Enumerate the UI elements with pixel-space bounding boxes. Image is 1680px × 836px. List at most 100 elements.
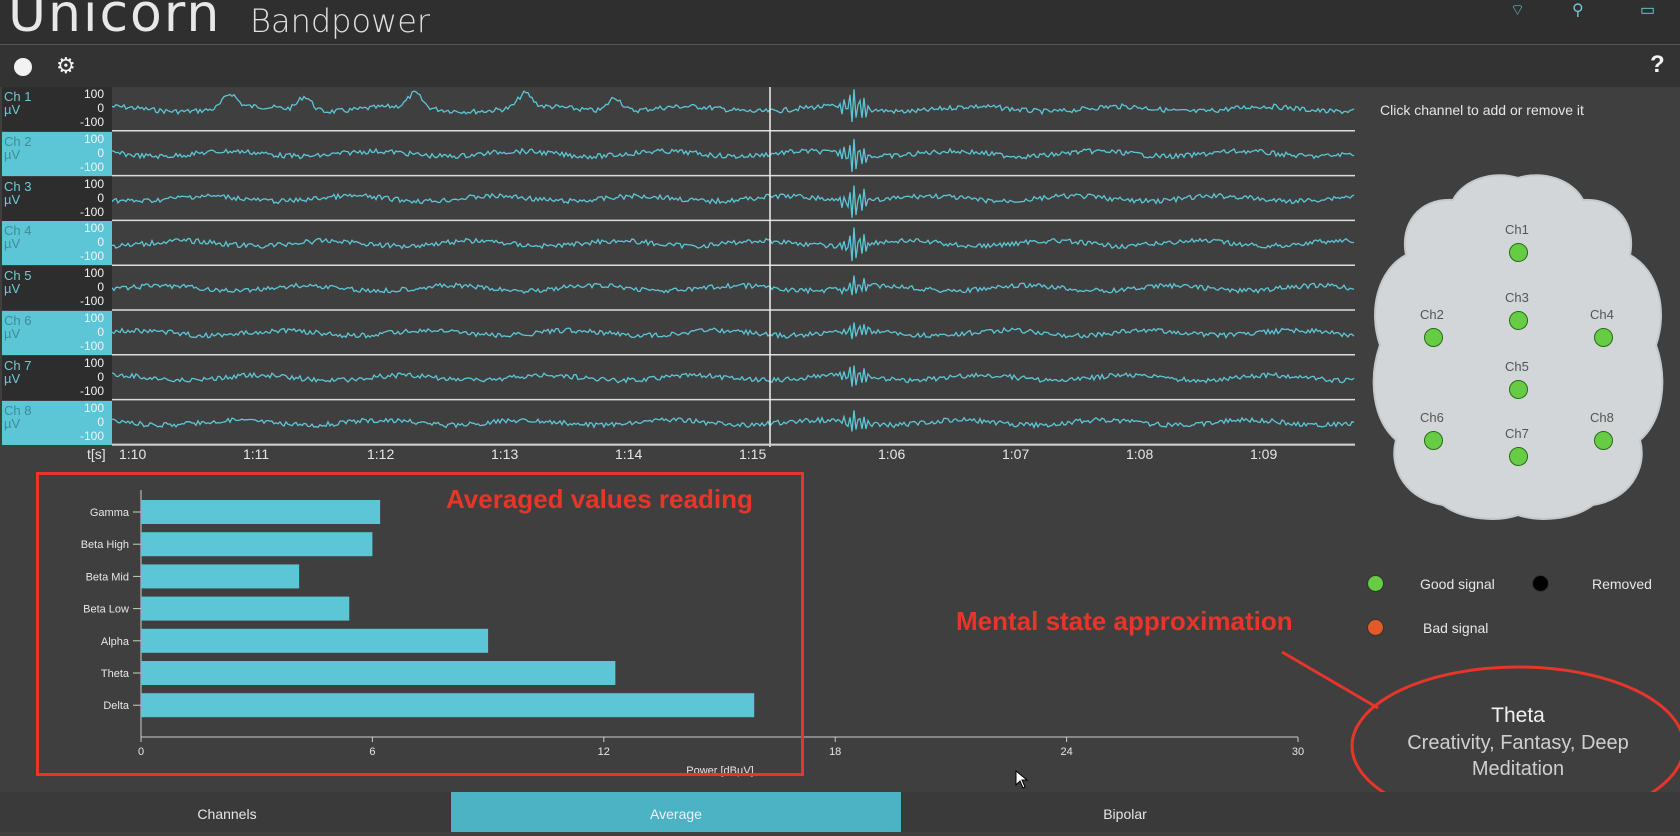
channel-label-5[interactable]: Ch 5 µV 100 0 -100 <box>2 266 112 311</box>
time-tick: 1:15 <box>739 446 767 462</box>
electrode-ch5[interactable] <box>1509 380 1528 399</box>
bad-signal-dot-icon <box>1367 619 1384 636</box>
time-tick: 1:12 <box>367 446 395 462</box>
bar-category-label: Beta Mid <box>86 571 129 583</box>
eeg-trace-ch4 <box>111 227 1354 262</box>
device-icon[interactable]: ▭ <box>1640 2 1656 19</box>
electrode-label-ch6: Ch6 <box>1420 410 1444 425</box>
bar-beta-high <box>141 532 373 557</box>
channel-scale-top: 100 <box>83 131 104 146</box>
legend-bad-label: Bad signal <box>1423 620 1489 636</box>
channel-label-1[interactable]: Ch 1 µV 100 0 -100 <box>2 87 112 131</box>
channel-scale-bottom: -100 <box>79 339 104 353</box>
channel-label-3[interactable]: Ch 3 µV 100 0 -100 <box>2 176 112 221</box>
time-tick: 1:13 <box>491 446 519 462</box>
electrode-label-ch3: Ch3 <box>1505 290 1529 305</box>
channel-scale-top: 100 <box>83 176 104 191</box>
channel-scale-bottom: -100 <box>79 383 104 398</box>
tab-channels[interactable]: Channels <box>197 806 257 822</box>
channel-label-2[interactable]: Ch 2 µV 100 0 -100 <box>2 131 112 176</box>
channel-name: Ch 2 <box>4 133 32 149</box>
eeg-trace-ch7 <box>111 365 1355 387</box>
bar-alpha <box>141 628 489 653</box>
unicorn-logo: ᑌnicorn <box>8 0 222 44</box>
tab-average[interactable]: Average <box>451 792 901 832</box>
mouse-cursor-icon <box>1015 770 1029 789</box>
channel-unit: µV <box>4 415 21 431</box>
time-tick: 1:06 <box>878 446 906 462</box>
eeg-trace-ch6 <box>111 322 1355 340</box>
legend-removed-label: Removed <box>1592 576 1652 592</box>
mental-state-description: Creativity, Fantasy, Deep Meditation <box>1407 732 1629 780</box>
removed-dot-icon <box>1532 575 1549 592</box>
channel-label-4[interactable]: Ch 4 µV 100 0 -100 <box>2 221 112 266</box>
channel-label-6[interactable]: Ch 6 µV 100 0 -100 <box>2 311 112 355</box>
bar-category-label: Alpha <box>101 636 130 648</box>
channel-name: Ch 7 <box>4 357 32 373</box>
time-tick: 1:07 <box>1002 446 1030 462</box>
electrode-ch4[interactable] <box>1594 328 1613 347</box>
channel-scale-top: 100 <box>83 266 104 281</box>
record-dot-icon[interactable] <box>14 58 32 76</box>
electrode-ch2[interactable] <box>1424 328 1443 347</box>
x-tick-label: 0 <box>138 746 144 758</box>
averaged-annotation-text: Averaged values reading <box>446 484 753 514</box>
x-tick-label: 18 <box>829 746 841 758</box>
good-signal-dot-icon <box>1367 575 1384 592</box>
bar-category-label: Theta <box>101 668 130 680</box>
bar-category-label: Delta <box>103 700 130 712</box>
channel-scale-mid: 0 <box>97 145 104 160</box>
mental-state-name: Theta <box>1491 704 1545 727</box>
electrode-ch8[interactable] <box>1594 431 1613 450</box>
bar-gamma <box>141 500 381 524</box>
channel-scale-bottom: -100 <box>79 204 104 219</box>
help-button[interactable]: ? <box>1650 51 1665 78</box>
electrode-label-ch8: Ch8 <box>1590 410 1614 425</box>
channel-scale-bottom: -100 <box>79 249 104 264</box>
x-tick-label: 24 <box>1060 746 1072 758</box>
link-icon[interactable]: ⚲ <box>1572 2 1584 19</box>
channel-scale-bottom: -100 <box>79 159 104 174</box>
eeg-trace-plot <box>111 87 1355 447</box>
headmap-hint: Click channel to add or remove it <box>1380 102 1584 118</box>
channel-scale-mid: 0 <box>97 190 104 205</box>
averaged-annotation-box <box>36 472 804 776</box>
channel-scale-bottom: -100 <box>79 294 104 309</box>
electrode-ch1[interactable] <box>1509 243 1528 262</box>
bar-theta <box>141 661 616 685</box>
wifi-icon[interactable]: ⌔ <box>1510 2 1526 19</box>
gear-icon[interactable]: ⚙ <box>56 53 76 78</box>
channel-name: Ch 3 <box>4 178 32 194</box>
channel-label-8[interactable]: Ch 8 µV 100 0 -100 <box>2 400 112 445</box>
electrode-ch6[interactable] <box>1424 431 1443 450</box>
bandpower-bar-chart: Gamma Beta High Beta Mid Beta Low Alpha Theta… <box>81 490 1304 777</box>
title-bar <box>0 0 1680 45</box>
channel-scale-top: 100 <box>83 221 104 236</box>
channel-unit: µV <box>4 326 21 341</box>
channel-unit: µV <box>4 370 21 386</box>
electrode-label-ch5: Ch5 <box>1505 359 1529 374</box>
channel-scale-mid: 0 <box>97 325 104 339</box>
channel-unit: µV <box>4 281 21 297</box>
channel-scale-mid: 0 <box>97 235 104 250</box>
time-tick: 1:08 <box>1126 446 1154 462</box>
electrode-label-ch1: Ch1 <box>1505 222 1529 237</box>
tab-bipolar[interactable]: Bipolar <box>1103 806 1147 822</box>
electrode-label-ch4: Ch4 <box>1590 307 1614 322</box>
bar-category-label: Beta High <box>81 539 129 551</box>
channel-scale-bottom: -100 <box>79 115 104 129</box>
bar-beta-mid <box>141 564 300 589</box>
toolbar <box>0 45 1680 87</box>
channel-unit: µV <box>4 102 21 117</box>
channel-label-7[interactable]: Ch 7 µV 100 0 -100 <box>2 355 112 400</box>
electrode-ch7[interactable] <box>1509 447 1528 466</box>
time-tick: 1:09 <box>1250 446 1278 462</box>
channel-scale-top: 100 <box>83 87 104 101</box>
channel-scale-mid: 0 <box>97 414 104 429</box>
electrode-ch3[interactable] <box>1509 311 1528 330</box>
app-title: Bandpower <box>250 2 431 40</box>
channel-name: Ch 8 <box>4 402 32 418</box>
legend-good-label: Good signal <box>1420 576 1495 592</box>
time-tick: 1:14 <box>615 446 643 462</box>
channel-name: Ch 1 <box>4 89 32 104</box>
